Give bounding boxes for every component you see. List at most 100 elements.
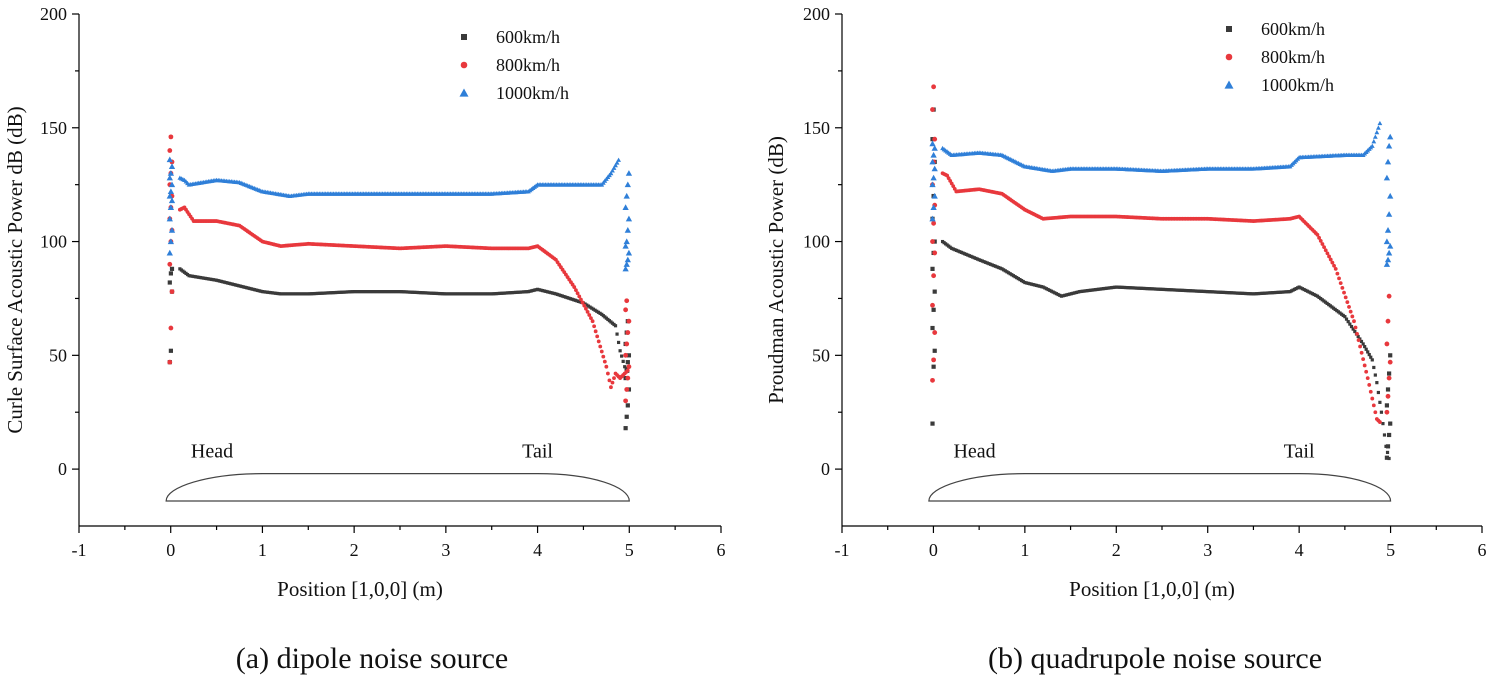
panel-b-data-point (1054, 292, 1059, 296)
panel-b-data-point (1353, 325, 1358, 330)
panel-b-data-point (1370, 358, 1374, 362)
panel-b-data-point (931, 192, 938, 199)
panel-a-annotation-head: Head (191, 441, 233, 463)
panel-b-data-point (1041, 285, 1045, 289)
panel-b-data-point (1385, 318, 1391, 324)
panel-a-data-point (197, 275, 201, 279)
panel-a-data-point (593, 308, 597, 312)
panel-a-data-point (269, 291, 273, 295)
panel-b-data-point (961, 251, 965, 255)
panel-a-data-point (544, 289, 548, 294)
panel-b-data-point (967, 254, 972, 258)
panel-b-data-point (988, 262, 993, 266)
panel-a-legend: 600km/h 800km/h 1000km/h (459, 27, 569, 103)
panel-b-data-point (958, 250, 962, 254)
panel-b-data-point (964, 252, 968, 257)
panel-a-legend-marker (459, 88, 469, 97)
panel-a-data-point (607, 378, 612, 383)
panel-b-data-point (1342, 290, 1346, 295)
panel-a-data-point (284, 292, 288, 296)
panel-a-x-axis-label: Position [1,0,0] (m) (277, 577, 443, 601)
panel-b-data-point (1343, 315, 1347, 319)
panel-b-data-point (1058, 293, 1062, 297)
panel-b-data-point (1331, 306, 1336, 310)
panel-b-legend-marker (1225, 53, 1233, 61)
panel-b-data-point (1385, 393, 1391, 399)
panel-b-data-point (1016, 277, 1020, 281)
panel-b-data-point (1377, 120, 1383, 126)
panel-a-data-point (616, 340, 621, 345)
panel-b-data-point (1031, 282, 1035, 287)
panel-a-data-point (585, 309, 590, 314)
panel-a-series-800km/h (167, 134, 632, 404)
panel-b-data-point (1336, 310, 1341, 314)
panel-b-data-point (1361, 342, 1365, 346)
panel-b-data-point (1387, 133, 1394, 140)
panel-b-data-point (931, 84, 937, 90)
panel-b-y-tick-label: 50 (812, 345, 830, 365)
panel-a-legend-marker (461, 34, 467, 40)
panel-b-data-point (1359, 350, 1364, 355)
panel-a-x-tick-label: 0 (166, 540, 175, 560)
panel-b-data-point (963, 252, 967, 256)
panel-a-data-point (168, 271, 173, 276)
panel-b-data-point (1363, 345, 1367, 349)
panel-b-data-point (1312, 292, 1316, 297)
panel-a-data-point (602, 359, 607, 364)
panel-b-data-point (1385, 387, 1391, 392)
panel-a-data-point (591, 307, 596, 311)
panel-a-data-point (573, 298, 577, 302)
panel-b-data-point (1350, 314, 1355, 319)
panel-a-data-point (578, 300, 582, 304)
panel-a-data-point (624, 387, 630, 392)
panel-b-data-point (931, 145, 938, 151)
panel-b-legend-marker (1224, 80, 1234, 89)
panel-b-data-point (1351, 327, 1355, 331)
panel-a-data-point (625, 170, 633, 176)
panel-b-data-point (1061, 294, 1065, 298)
panel-b-data-point (1348, 322, 1352, 326)
panel-b-data-point (1323, 248, 1328, 253)
panel-b-x-tick-label: -1 (835, 540, 850, 560)
panel-b-data-point (1330, 305, 1334, 309)
panel-b-data-point (966, 253, 970, 257)
panel-b-data-point (974, 256, 978, 261)
panel-a-data-point (604, 364, 609, 369)
panel-a-data-point (587, 313, 592, 317)
panel-b-data-point (1387, 432, 1392, 438)
panel-a-data-point (622, 265, 629, 272)
panel-b-data-point (1335, 309, 1339, 313)
panel-b-y-axis-label: Proudman Acoustic Power (dB) (764, 136, 788, 404)
panel-b-data-point (1384, 341, 1390, 347)
panel-b-data-point (1023, 280, 1027, 285)
panel-b-data-point (1333, 266, 1338, 271)
panel-a-x-tick-label: 5 (625, 540, 634, 560)
panel-b-data-point (1385, 450, 1390, 455)
panel-a-data-point (298, 292, 302, 296)
panel-b-data-point (1387, 371, 1392, 376)
panel-b-data-point (959, 250, 963, 254)
panel-a-data-point (598, 344, 603, 349)
panel-b-data-point (1044, 287, 1049, 291)
panel-a-data-point (167, 170, 175, 176)
panel-b-data-point (1345, 300, 1350, 305)
panel-b-data-point (1069, 292, 1074, 296)
panel-b-x-axis-label: Position [1,0,0] (m) (1069, 577, 1235, 601)
panel-a-data-point (588, 305, 592, 309)
panel-b-data-point (1340, 312, 1344, 316)
panel-b-legend-marker (1226, 26, 1232, 32)
panel-b-data-point (977, 258, 981, 262)
panel-a-data-point (610, 380, 615, 385)
panel-b-data-point (969, 254, 973, 259)
panel-b-data-point (1359, 339, 1364, 344)
panel-a-data-point (292, 292, 296, 296)
panel-b-y-tick-label: 100 (803, 232, 830, 252)
panel-b-data-point (1309, 291, 1313, 295)
panel-a-data-point (205, 277, 209, 281)
panel-a-data-point (565, 296, 569, 300)
panel-b-y-tick-label: 200 (803, 4, 830, 24)
panel-b-data-point (1378, 400, 1382, 404)
panel-a-data-point (585, 303, 589, 307)
panel-a-data-point (542, 289, 546, 293)
